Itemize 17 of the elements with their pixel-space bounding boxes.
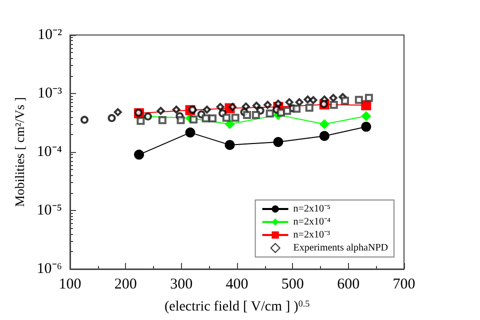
legend-label: n=2x10⁻⁴ [293, 216, 331, 228]
y-tick-label: 10⁻³ [38, 86, 62, 102]
x-tick-label: 600 [337, 276, 360, 292]
y-axis-title: Mobilities [ cm²/Vs ] [12, 97, 27, 207]
y-tick-label: 10⁻⁴ [36, 144, 62, 160]
x-tick-label: 500 [281, 276, 304, 292]
legend-label: n=2x10⁻⁵ [293, 204, 330, 214]
y-tick-label: 10⁻⁶ [36, 261, 62, 277]
y-tick-label: 10⁻² [38, 27, 62, 43]
x-tick-label: 700 [392, 276, 416, 292]
legend-label: Experiments alphaNPD [293, 242, 388, 254]
legend-label: n=2x10⁻³ [293, 230, 330, 240]
x-tick-label: 400 [226, 276, 248, 292]
x-tick-label: 200 [114, 276, 137, 292]
x-tick-label: 100 [58, 276, 82, 292]
x-tick-label: 300 [170, 276, 193, 292]
y-tick-label: 10⁻⁵ [36, 202, 62, 218]
